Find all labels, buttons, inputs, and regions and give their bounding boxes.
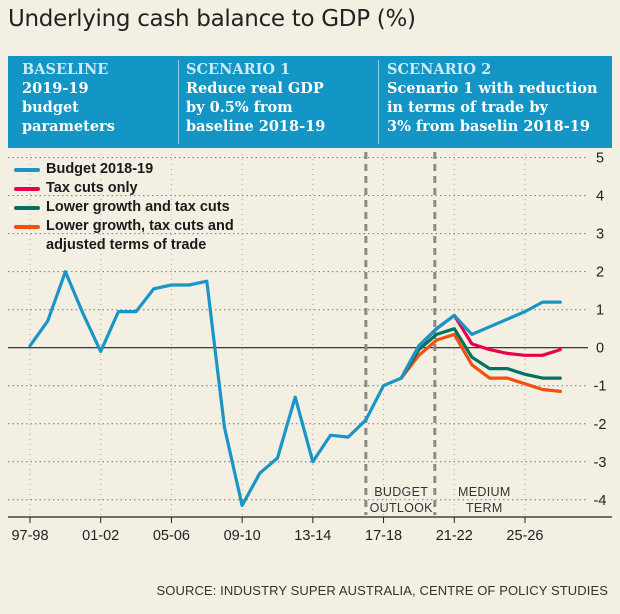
chart-legend: Budget 2018-19 Tax cuts only Lower growt… — [12, 160, 234, 255]
scenario-banner — [8, 56, 612, 148]
scenario-1-body: Reduce real GDP by 0.5% from baseline 20… — [186, 80, 326, 135]
y-tick-label: -1 — [594, 379, 607, 395]
y-tick-label: -2 — [594, 417, 607, 433]
x-tick-label: 13-14 — [294, 528, 331, 544]
scenario-2: SCENARIO 2 Scenario 1 with reduction in … — [387, 60, 598, 136]
series-line — [399, 332, 562, 393]
legend-item-lower-growth: Lower growth and tax cuts — [12, 198, 234, 217]
scenario-1-heading: SCENARIO 1 — [186, 61, 291, 78]
series-line — [28, 270, 562, 508]
x-tick-label: 05-06 — [153, 528, 190, 544]
legend-item-tax-cuts: Tax cuts only — [12, 179, 234, 198]
banner-divider — [178, 60, 179, 144]
series-line — [399, 313, 562, 380]
region-label: TERM — [466, 501, 503, 515]
scenario-baseline: BASELINE 2019-19 budget parameters — [22, 60, 115, 136]
chart-title: Underlying cash balance to GDP (%) — [8, 6, 416, 32]
scenario-1: SCENARIO 1 Reduce real GDP by 0.5% from … — [186, 60, 325, 136]
y-tick-label: -4 — [594, 493, 607, 509]
line-chart: 97-98 01-02 05-06 09-10 13-14 17-18 21-22 25-26… — [8, 151, 612, 544]
region-label: MEDIUM — [458, 485, 511, 499]
legend-label: Lower growth, tax cuts and adjusted term… — [46, 218, 234, 253]
y-tick-label: 1 — [596, 303, 604, 319]
x-tick-label: 09-10 — [224, 528, 261, 544]
x-tick-label: 01-02 — [82, 528, 119, 544]
y-tick-label: 5 — [596, 151, 604, 167]
legend-swatch — [14, 168, 40, 172]
scenario-baseline-body: 2019-19 budget parameters — [22, 80, 115, 135]
legend-item-budget: Budget 2018-19 — [12, 160, 234, 179]
x-tick-label: 17-18 — [365, 528, 402, 544]
source-note: SOURCE: INDUSTRY SUPER AUSTRALIA, CENTRE… — [156, 583, 608, 598]
legend-item-terms-of-trade: Lower growth, tax cuts and adjusted term… — [12, 217, 234, 255]
legend-swatch — [14, 206, 40, 210]
x-tick-label: 25-26 — [506, 528, 543, 544]
banner-divider — [378, 60, 379, 144]
scenario-2-heading: SCENARIO 2 — [387, 61, 492, 78]
x-tick-label: 21-22 — [436, 528, 473, 544]
scenario-2-body: Scenario 1 with reduction in terms of tr… — [387, 80, 598, 135]
y-tick-label: 2 — [596, 265, 604, 281]
y-tick-label: 3 — [596, 227, 604, 243]
y-tick-label: -3 — [594, 455, 607, 471]
y-tick-label: 4 — [596, 189, 604, 205]
legend-label: Budget 2018-19 — [46, 161, 154, 177]
legend-swatch — [14, 225, 40, 229]
x-tick-label: 97-98 — [11, 528, 48, 544]
legend-label: Lower growth and tax cuts — [46, 199, 230, 215]
series-line — [399, 327, 562, 380]
region-label: OUTLOOK — [370, 501, 434, 515]
y-tick-label: 0 — [596, 341, 604, 357]
scenario-baseline-heading: BASELINE — [22, 61, 109, 78]
legend-swatch — [14, 187, 40, 191]
legend-label: Tax cuts only — [46, 180, 138, 196]
region-label: BUDGET — [374, 485, 428, 499]
